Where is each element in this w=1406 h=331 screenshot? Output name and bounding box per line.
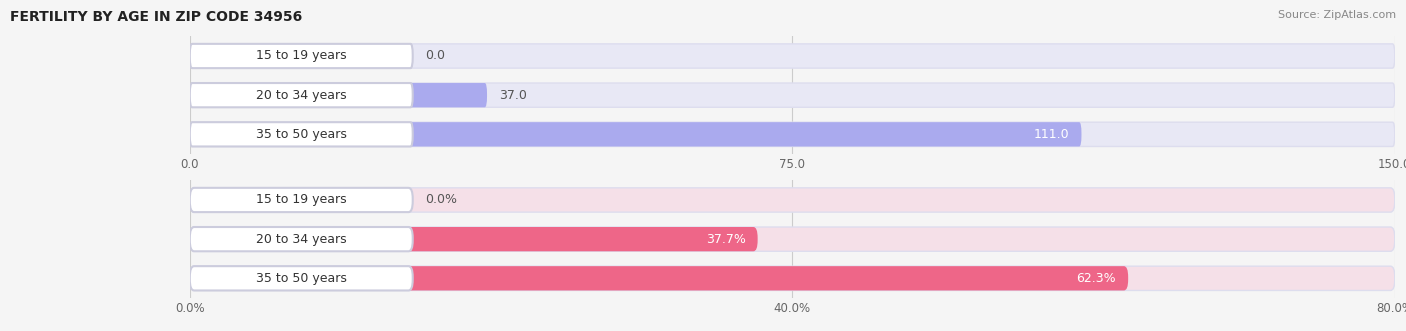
Text: 35 to 50 years: 35 to 50 years: [256, 272, 347, 285]
Text: 15 to 19 years: 15 to 19 years: [256, 194, 347, 207]
Text: 0.0: 0.0: [425, 50, 444, 63]
Text: 111.0: 111.0: [1033, 128, 1070, 141]
FancyBboxPatch shape: [190, 188, 1395, 212]
Text: FERTILITY BY AGE IN ZIP CODE 34956: FERTILITY BY AGE IN ZIP CODE 34956: [10, 10, 302, 24]
Text: 0.0%: 0.0%: [425, 194, 457, 207]
FancyBboxPatch shape: [190, 227, 758, 251]
FancyBboxPatch shape: [190, 122, 413, 147]
Text: Source: ZipAtlas.com: Source: ZipAtlas.com: [1278, 10, 1396, 20]
Text: 20 to 34 years: 20 to 34 years: [256, 89, 347, 102]
Text: 62.3%: 62.3%: [1077, 272, 1116, 285]
Text: 35 to 50 years: 35 to 50 years: [256, 128, 347, 141]
FancyBboxPatch shape: [190, 266, 413, 291]
FancyBboxPatch shape: [190, 122, 1081, 147]
FancyBboxPatch shape: [190, 44, 1395, 68]
FancyBboxPatch shape: [190, 83, 1395, 107]
FancyBboxPatch shape: [190, 83, 413, 107]
FancyBboxPatch shape: [190, 188, 413, 212]
FancyBboxPatch shape: [190, 227, 1395, 251]
FancyBboxPatch shape: [190, 227, 413, 251]
FancyBboxPatch shape: [190, 83, 486, 107]
FancyBboxPatch shape: [190, 266, 1395, 291]
Text: 37.0: 37.0: [499, 89, 527, 102]
Text: 20 to 34 years: 20 to 34 years: [256, 233, 347, 246]
FancyBboxPatch shape: [190, 44, 413, 68]
FancyBboxPatch shape: [190, 266, 1128, 291]
FancyBboxPatch shape: [190, 122, 1395, 147]
Text: 37.7%: 37.7%: [706, 233, 745, 246]
Text: 15 to 19 years: 15 to 19 years: [256, 50, 347, 63]
